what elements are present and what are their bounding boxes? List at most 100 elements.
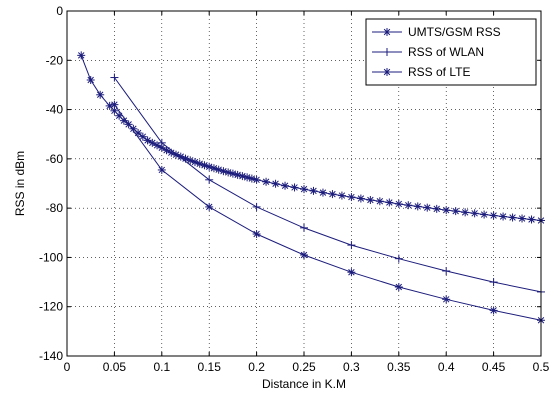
data-point <box>96 90 105 99</box>
marker-stroke <box>329 190 336 198</box>
marker-stroke <box>120 117 128 124</box>
series-line <box>113 104 542 321</box>
data-point <box>451 207 460 216</box>
data-point <box>252 230 261 239</box>
marker-stroke <box>153 142 161 149</box>
marker-stroke <box>395 283 403 291</box>
data-point <box>461 208 470 217</box>
data-point <box>347 241 356 250</box>
marker-stroke <box>201 162 208 169</box>
marker-stroke <box>509 214 516 221</box>
data-point <box>489 306 498 315</box>
marker-stroke <box>348 193 355 201</box>
marker-stroke <box>229 170 237 177</box>
x-tick-label: 0.05 <box>103 360 127 374</box>
data-point <box>300 185 308 194</box>
data-point <box>86 76 95 84</box>
marker-stroke <box>518 215 526 222</box>
marker-stroke <box>205 203 213 211</box>
marker-stroke <box>262 178 270 186</box>
legend-item: RSS of LTE <box>372 65 470 79</box>
data-point <box>318 188 327 197</box>
marker-stroke <box>452 207 459 215</box>
data-point <box>347 268 356 277</box>
marker-stroke <box>386 199 393 206</box>
data-point <box>470 209 479 218</box>
marker-stroke <box>499 213 507 220</box>
x-tick-label: 0.3 <box>343 360 360 374</box>
data-point <box>77 51 86 60</box>
data-point <box>489 278 498 287</box>
data-point <box>442 206 451 215</box>
marker-stroke <box>106 102 113 110</box>
legend-label: RSS of WLAN <box>408 45 484 59</box>
marker-stroke <box>158 166 166 174</box>
series-1 <box>77 51 545 225</box>
marker-stroke <box>177 153 184 160</box>
marker-stroke <box>442 296 450 303</box>
marker-stroke <box>376 198 384 205</box>
marker-stroke <box>471 210 478 217</box>
data-point <box>413 202 422 211</box>
marker-stroke <box>96 91 104 99</box>
series-layer <box>77 51 545 325</box>
data-point <box>527 215 536 224</box>
data-point <box>508 213 517 222</box>
marker-stroke <box>243 174 251 181</box>
legend-item: RSS of WLAN <box>372 45 484 59</box>
marker-stroke <box>111 107 118 115</box>
marker-stroke <box>158 144 166 152</box>
marker-stroke <box>139 133 147 140</box>
data-point <box>518 214 527 223</box>
marker-stroke <box>291 184 298 191</box>
data-point <box>243 173 252 182</box>
data-point <box>252 202 261 211</box>
x-tick-label: 0 <box>64 360 71 374</box>
data-point <box>394 283 403 291</box>
data-point <box>394 254 403 263</box>
series-line <box>113 77 542 293</box>
data-point <box>110 100 119 109</box>
marker-stroke <box>348 268 355 276</box>
marker-stroke <box>210 164 218 172</box>
y-tick-label: -100 <box>39 250 63 264</box>
marker-stroke <box>357 195 365 202</box>
marker-stroke <box>234 171 241 179</box>
data-point <box>105 101 114 110</box>
marker-stroke <box>248 175 256 182</box>
x-axis-label: Distance in K.M <box>262 377 346 391</box>
y-tick-label: -120 <box>39 300 63 314</box>
marker-stroke <box>383 28 391 36</box>
marker-stroke <box>191 158 199 166</box>
x-tick-label: 0.4 <box>438 360 455 374</box>
marker-stroke <box>338 192 346 199</box>
data-point <box>219 167 228 176</box>
marker-stroke <box>182 155 189 162</box>
marker-stroke <box>111 101 118 108</box>
y-tick-label: -80 <box>46 201 64 215</box>
marker-stroke <box>433 205 440 213</box>
data-point <box>157 138 166 147</box>
marker-stroke <box>187 157 194 164</box>
legend-marker <box>383 28 391 36</box>
marker-stroke <box>395 200 403 208</box>
marker-stroke <box>220 167 227 175</box>
y-tick-label: -60 <box>46 152 64 166</box>
data-point <box>252 175 261 184</box>
data-point <box>489 211 498 220</box>
data-point <box>281 181 290 190</box>
data-point <box>238 172 247 181</box>
y-tick-label: -20 <box>46 53 64 67</box>
marker-stroke <box>490 212 497 219</box>
x-tick-label: 0.2 <box>248 360 265 374</box>
data-point <box>432 204 441 213</box>
data-point <box>442 266 451 275</box>
data-point <box>337 191 346 200</box>
marker-stroke <box>405 201 412 209</box>
marker-stroke <box>196 160 203 168</box>
marker-stroke <box>424 204 431 211</box>
legend-item: UMTS/GSM RSS <box>372 25 501 39</box>
data-point <box>385 198 394 207</box>
data-point <box>375 197 384 206</box>
